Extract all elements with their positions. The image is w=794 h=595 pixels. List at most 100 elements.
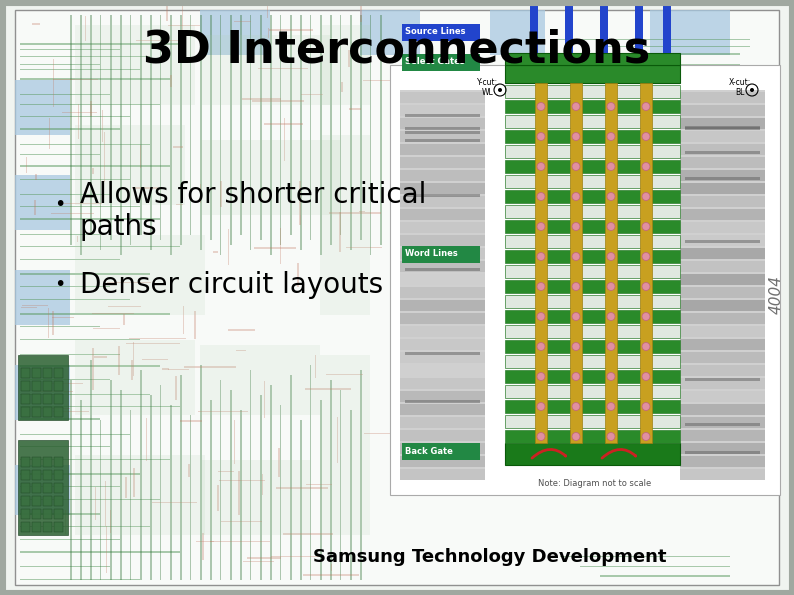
Bar <box>137 39 184 41</box>
Bar <box>685 451 760 454</box>
Circle shape <box>607 252 615 261</box>
Bar <box>20 68 140 70</box>
Bar <box>110 380 111 580</box>
Bar <box>196 541 214 542</box>
Bar <box>32 496 41 506</box>
Circle shape <box>537 162 545 171</box>
Bar <box>123 314 125 325</box>
Bar <box>680 183 765 194</box>
Bar <box>20 313 170 315</box>
Bar <box>680 157 765 168</box>
Bar <box>140 370 141 580</box>
Bar <box>20 258 120 260</box>
Circle shape <box>642 193 650 201</box>
Bar <box>140 15 141 235</box>
Bar <box>230 390 232 580</box>
Circle shape <box>607 312 615 321</box>
Bar <box>21 381 30 391</box>
Bar <box>110 511 111 533</box>
Bar <box>550 72 740 73</box>
Text: BL: BL <box>735 88 745 97</box>
Bar <box>264 123 303 125</box>
Bar <box>505 430 680 443</box>
Bar <box>53 79 98 80</box>
Bar <box>505 385 680 398</box>
Bar <box>54 509 63 519</box>
Bar <box>90 15 92 235</box>
Bar <box>505 295 680 308</box>
Bar <box>20 579 140 580</box>
Bar <box>247 557 280 559</box>
Bar <box>360 370 362 580</box>
Bar <box>400 469 485 480</box>
Bar <box>400 430 485 441</box>
Bar <box>505 53 680 65</box>
Circle shape <box>537 252 545 261</box>
Bar <box>43 470 52 480</box>
Bar <box>160 385 161 580</box>
Circle shape <box>642 343 650 350</box>
Bar <box>20 64 100 65</box>
Bar <box>580 102 730 103</box>
Bar <box>32 457 41 467</box>
Bar <box>350 410 352 580</box>
Bar <box>54 522 63 532</box>
Circle shape <box>537 312 545 321</box>
Bar <box>400 248 485 259</box>
Circle shape <box>607 193 615 201</box>
Bar <box>254 247 296 249</box>
Circle shape <box>607 102 615 111</box>
Bar <box>25 158 27 173</box>
Text: •: • <box>54 196 66 215</box>
Bar <box>680 378 765 389</box>
Text: Word Lines: Word Lines <box>405 249 458 258</box>
Bar <box>183 367 236 368</box>
Bar <box>402 246 480 263</box>
Bar <box>75 455 205 535</box>
Bar <box>402 443 480 460</box>
Bar <box>15 175 70 230</box>
Text: Samsung Technology Development: Samsung Technology Development <box>314 548 667 566</box>
Bar <box>680 417 765 428</box>
Bar <box>43 483 52 493</box>
Bar <box>680 326 765 337</box>
Bar <box>400 391 485 402</box>
Bar <box>15 365 70 420</box>
Bar <box>218 471 234 472</box>
Bar <box>168 24 199 26</box>
Bar <box>260 15 261 240</box>
Circle shape <box>537 102 545 111</box>
Bar <box>77 236 79 242</box>
Bar <box>20 234 100 235</box>
Bar <box>171 75 172 87</box>
Bar <box>680 287 765 298</box>
Bar <box>32 509 41 519</box>
Bar <box>685 378 760 381</box>
Circle shape <box>607 372 615 380</box>
Bar <box>20 394 150 395</box>
Text: paths: paths <box>80 213 158 241</box>
Bar <box>680 456 765 467</box>
Bar <box>400 378 485 389</box>
Bar <box>70 380 72 580</box>
Bar <box>54 407 63 417</box>
Bar <box>200 365 202 580</box>
Circle shape <box>642 283 650 290</box>
Circle shape <box>572 372 580 380</box>
Bar <box>570 83 582 443</box>
Bar <box>166 0 168 21</box>
FancyArrowPatch shape <box>602 449 636 458</box>
Bar <box>75 25 195 105</box>
Bar <box>120 390 122 580</box>
Bar <box>32 483 41 493</box>
Bar <box>240 15 242 235</box>
Bar <box>20 526 150 527</box>
Bar <box>400 222 485 233</box>
Text: Select Gates: Select Gates <box>405 58 464 67</box>
Bar <box>340 390 341 580</box>
Bar <box>105 481 106 526</box>
Bar <box>152 502 198 503</box>
Bar <box>364 433 414 434</box>
Bar <box>173 146 183 148</box>
Bar <box>505 310 680 323</box>
